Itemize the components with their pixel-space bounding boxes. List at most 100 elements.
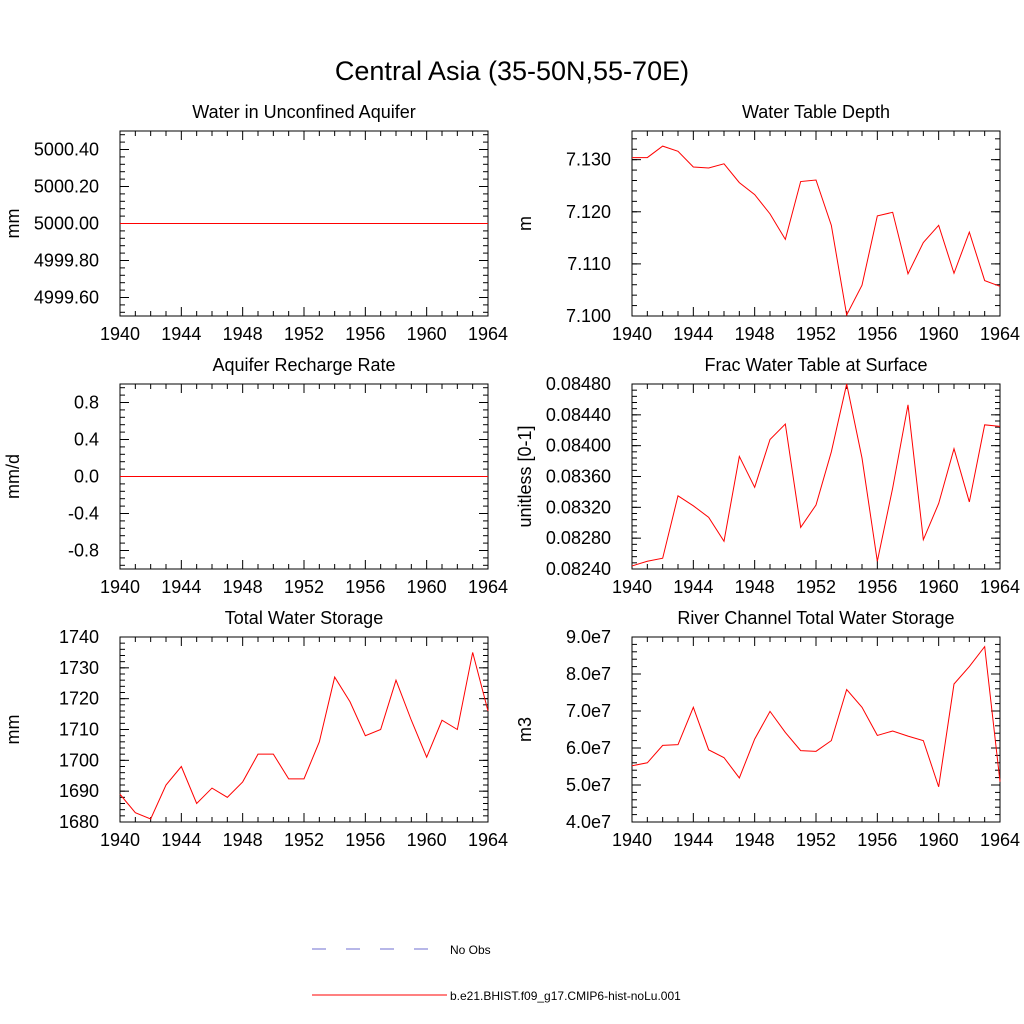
x-tick-label: 1944 bbox=[161, 577, 201, 597]
x-tick-label: 1964 bbox=[468, 830, 508, 850]
x-tick-label: 1960 bbox=[919, 324, 959, 344]
y-tick-label: 7.0e7 bbox=[566, 701, 611, 721]
x-tick-label: 1956 bbox=[857, 577, 897, 597]
y-tick-label: 6.0e7 bbox=[566, 738, 611, 758]
x-tick-label: 1952 bbox=[796, 324, 836, 344]
x-tick-label: 1944 bbox=[161, 830, 201, 850]
x-tick-label: 1948 bbox=[735, 324, 775, 344]
panel-3: Aquifer Recharge Rate mm/d 1940 1944 1948 195… bbox=[3, 355, 508, 597]
x-tick-label: 1944 bbox=[673, 324, 713, 344]
x-tick-label: 1940 bbox=[612, 830, 652, 850]
x-tick-label: 1952 bbox=[284, 324, 324, 344]
y-tick-label: 7.110 bbox=[567, 254, 611, 274]
x-tick-label: 1956 bbox=[345, 830, 385, 850]
y-tick-label: -0.8 bbox=[68, 541, 99, 561]
x-tick-label: 1964 bbox=[980, 830, 1020, 850]
y-tick-label: 5000.00 bbox=[34, 214, 99, 234]
x-tick-label: 1944 bbox=[673, 577, 713, 597]
y-tick-label: 0.08440 bbox=[546, 405, 611, 425]
y-tick-label: 5000.20 bbox=[34, 177, 99, 197]
y-tick-label: 0.08360 bbox=[546, 467, 611, 487]
x-tick-label: 1940 bbox=[100, 830, 140, 850]
panel-2: Water Table Depth m 1940 1944 1948 1952 1956 19… bbox=[515, 102, 1020, 344]
y-tick-label: 0.0 bbox=[74, 467, 99, 487]
y-axis-label: mm/d bbox=[3, 454, 23, 499]
panel-title: Total Water Storage bbox=[225, 608, 383, 628]
y-tick-label: 1740 bbox=[59, 627, 99, 647]
panel-title: Aquifer Recharge Rate bbox=[212, 355, 395, 375]
x-tick-label: 1964 bbox=[468, 577, 508, 597]
plot-frame bbox=[631, 130, 1001, 317]
plot-frame bbox=[631, 636, 1001, 823]
y-tick-label: 0.8 bbox=[74, 393, 99, 413]
x-tick-label: 1948 bbox=[735, 577, 775, 597]
y-axis-label: m bbox=[515, 216, 535, 231]
x-tick-label: 1960 bbox=[919, 830, 959, 850]
x-tick-label: 1940 bbox=[612, 324, 652, 344]
y-tick-label: 5.0e7 bbox=[566, 775, 611, 795]
x-tick-label: 1956 bbox=[345, 577, 385, 597]
x-tick-label: 1952 bbox=[284, 577, 324, 597]
series-line bbox=[631, 383, 1001, 567]
series-line bbox=[632, 145, 1001, 317]
main-title: Central Asia (35-50N,55-70E) bbox=[334, 56, 690, 86]
x-tick-label: 1956 bbox=[857, 830, 897, 850]
y-tick-label: 7.100 bbox=[566, 306, 611, 326]
y-tick-label: 0.08480 bbox=[546, 374, 611, 394]
x-tick-label: 1960 bbox=[919, 577, 959, 597]
panel-title: Water Table Depth bbox=[742, 102, 890, 122]
x-tick-label: 1952 bbox=[796, 830, 836, 850]
y-tick-label: 4.0e7 bbox=[566, 812, 611, 832]
y-tick-label: 4999.60 bbox=[34, 288, 99, 308]
x-tick-label: 1948 bbox=[223, 830, 263, 850]
x-tick-label: 1944 bbox=[161, 324, 201, 344]
x-tick-label: 1940 bbox=[612, 577, 652, 597]
x-tick-label: 1956 bbox=[857, 324, 897, 344]
series-line bbox=[631, 645, 1001, 788]
x-tick-label: 1964 bbox=[468, 324, 508, 344]
legend-model-label: b.e21.BHIST.f09_g17.CMIP6-hist-noLu.001 bbox=[450, 989, 681, 1003]
panel-1: Water in Unconfined Aquifer mm 1940 1944 194… bbox=[3, 102, 508, 344]
panel-title: Water in Unconfined Aquifer bbox=[192, 102, 415, 122]
y-tick-label: 1680 bbox=[59, 812, 99, 832]
x-tick-label: 1948 bbox=[223, 324, 263, 344]
y-tick-label: 7.130 bbox=[566, 150, 611, 170]
series-line bbox=[119, 652, 489, 820]
x-tick-label: 1952 bbox=[284, 830, 324, 850]
y-tick-label: 1720 bbox=[59, 689, 99, 709]
plot-frame bbox=[119, 636, 489, 823]
x-tick-label: 1940 bbox=[100, 577, 140, 597]
x-tick-label: 1960 bbox=[407, 324, 447, 344]
y-axis-label: m3 bbox=[515, 717, 535, 742]
panel-title: River Channel Total Water Storage bbox=[677, 608, 954, 628]
y-tick-label: 1690 bbox=[59, 781, 99, 801]
y-tick-label: 0.08280 bbox=[546, 528, 611, 548]
y-tick-label: 8.0e7 bbox=[566, 664, 611, 684]
legend-obs-label: No Obs bbox=[450, 943, 491, 957]
y-tick-label: 1700 bbox=[59, 750, 99, 770]
y-axis-label: mm bbox=[3, 209, 23, 239]
y-axis-label: mm bbox=[3, 715, 23, 745]
panel-6: River Channel Total Water Storage m3 1940 1… bbox=[515, 608, 1020, 850]
y-tick-label: 0.4 bbox=[74, 430, 99, 450]
x-tick-label: 1964 bbox=[980, 324, 1020, 344]
panel-5: Total Water Storage mm 1940 1944 1948 1952 195… bbox=[3, 608, 508, 850]
y-tick-label: 9.0e7 bbox=[566, 627, 611, 647]
x-tick-label: 1952 bbox=[796, 577, 836, 597]
x-tick-label: 1948 bbox=[223, 577, 263, 597]
y-tick-label: 0.08240 bbox=[546, 559, 611, 579]
y-tick-label: 1730 bbox=[59, 658, 99, 678]
y-tick-label: 4999.80 bbox=[34, 251, 99, 271]
y-tick-label: -0.4 bbox=[68, 504, 99, 524]
x-tick-label: 1960 bbox=[407, 830, 447, 850]
y-tick-label: 0.08320 bbox=[546, 497, 611, 517]
x-tick-label: 1960 bbox=[407, 577, 447, 597]
y-tick-label: 0.08400 bbox=[546, 436, 611, 456]
panel-title: Frac Water Table at Surface bbox=[704, 355, 927, 375]
x-tick-label: 1940 bbox=[100, 324, 140, 344]
x-tick-label: 1956 bbox=[345, 324, 385, 344]
y-axis-label: unitless [0-1] bbox=[515, 425, 535, 527]
y-tick-label: 7.120 bbox=[566, 202, 611, 222]
x-tick-label: 1944 bbox=[673, 830, 713, 850]
